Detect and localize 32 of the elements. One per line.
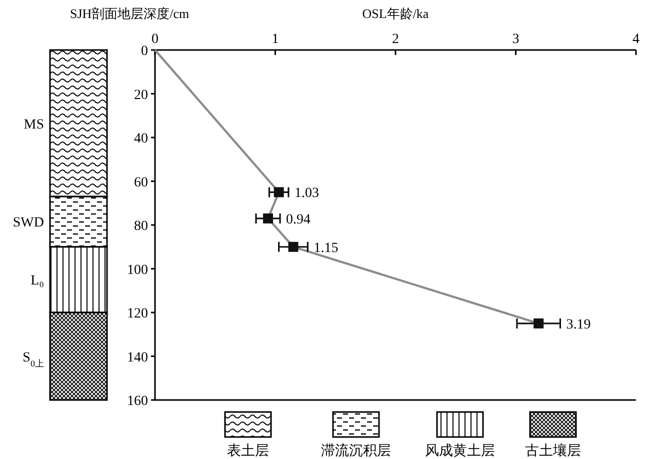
x-tick-label: 0 (152, 32, 158, 47)
x-tick-label: 2 (392, 32, 399, 47)
x-tick-label: 4 (632, 32, 640, 47)
annotation: 3.19 (566, 317, 591, 332)
legend-label: 表土层 (227, 443, 269, 459)
x-axis-title: OSL年龄/ka (362, 6, 429, 21)
legend-label: 风成黄土层 (425, 443, 495, 459)
annotation: 0.94 (286, 212, 311, 228)
y-tick-label: 40 (134, 132, 148, 146)
y-tick-label: 80 (134, 219, 148, 234)
y-tick-label: 0 (141, 44, 148, 59)
text: S$_{0上}$ (22, 350, 44, 368)
point (534, 318, 544, 328)
y-tick-label: 120 (127, 306, 148, 322)
annotation: 1.15 (314, 240, 338, 256)
y-axis-title: SJH剖面地层深度/cm (70, 6, 190, 21)
text: SWD (12, 216, 44, 231)
annotation: 1.03 (294, 186, 319, 202)
y-tick-label: 20 (134, 88, 148, 103)
y-tick-label: 60 (134, 175, 148, 190)
x-tick-label: 3 (512, 32, 520, 47)
point (274, 187, 284, 198)
x-tick-label: 1 (272, 32, 279, 47)
legend-label: 古土壤层 (525, 443, 581, 459)
y-tick-label: 160 (127, 394, 148, 409)
legend-label: 滞流沉积层 (321, 443, 391, 459)
text: MS (24, 117, 44, 132)
point (288, 242, 298, 252)
y-tick-label: 100 (127, 262, 148, 278)
point (263, 213, 274, 224)
text: L₀ (30, 274, 44, 289)
y-tick-label: 140 (127, 350, 148, 366)
